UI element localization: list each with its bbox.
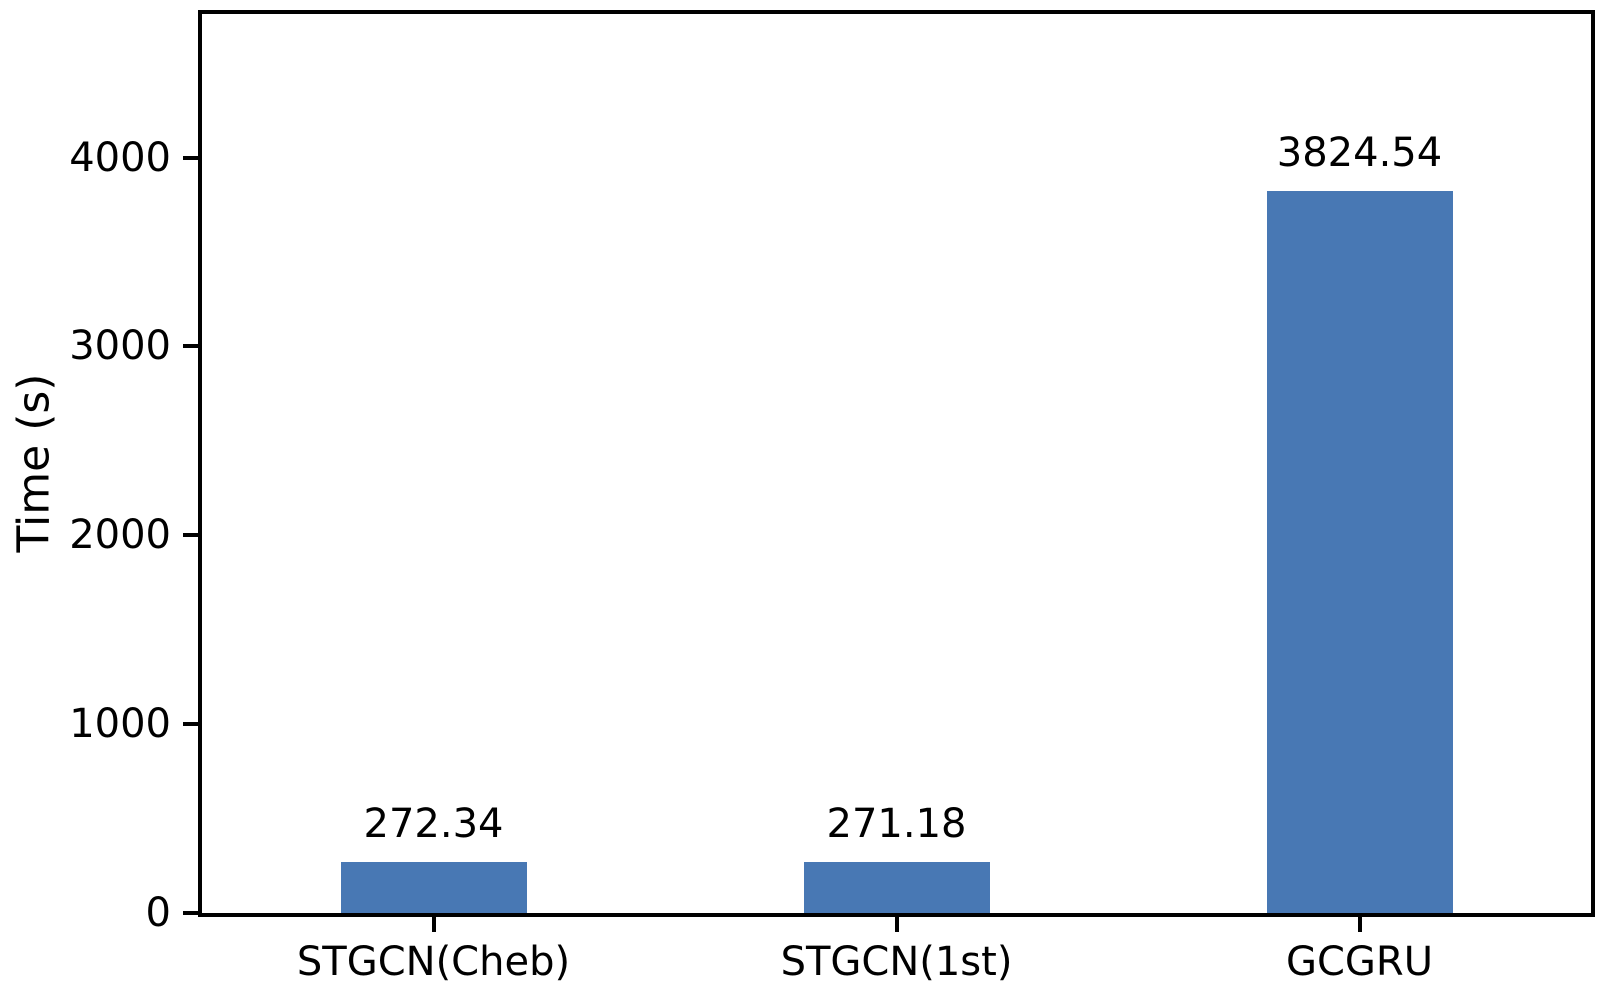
y-tick-mark xyxy=(183,344,198,349)
x-tick-mark xyxy=(894,917,899,932)
bar-value-label: 271.18 xyxy=(826,800,967,847)
bar xyxy=(803,861,990,913)
y-tick-label: 4000 xyxy=(69,134,171,181)
x-tick-label: STGCN(1st) xyxy=(780,939,1013,985)
y-tick-label: 1000 xyxy=(69,701,171,748)
bar-value-label: 3824.54 xyxy=(1276,129,1443,176)
y-tick-mark xyxy=(183,155,198,160)
y-tick-mark xyxy=(183,911,198,915)
y-tick-mark xyxy=(183,722,198,727)
y-tick-label: 3000 xyxy=(69,323,171,370)
x-tick-mark xyxy=(431,917,436,932)
bar xyxy=(340,861,527,913)
bar-value-label: 272.34 xyxy=(363,800,504,847)
x-tick-label: GCGRU xyxy=(1286,939,1433,985)
x-tick-label: STGCN(Cheb) xyxy=(296,939,571,985)
y-tick-mark xyxy=(183,533,198,538)
y-tick-label: 0 xyxy=(145,890,171,936)
bar xyxy=(1266,190,1453,913)
y-tick-label: 2000 xyxy=(69,512,171,559)
x-tick-mark xyxy=(1357,917,1362,932)
